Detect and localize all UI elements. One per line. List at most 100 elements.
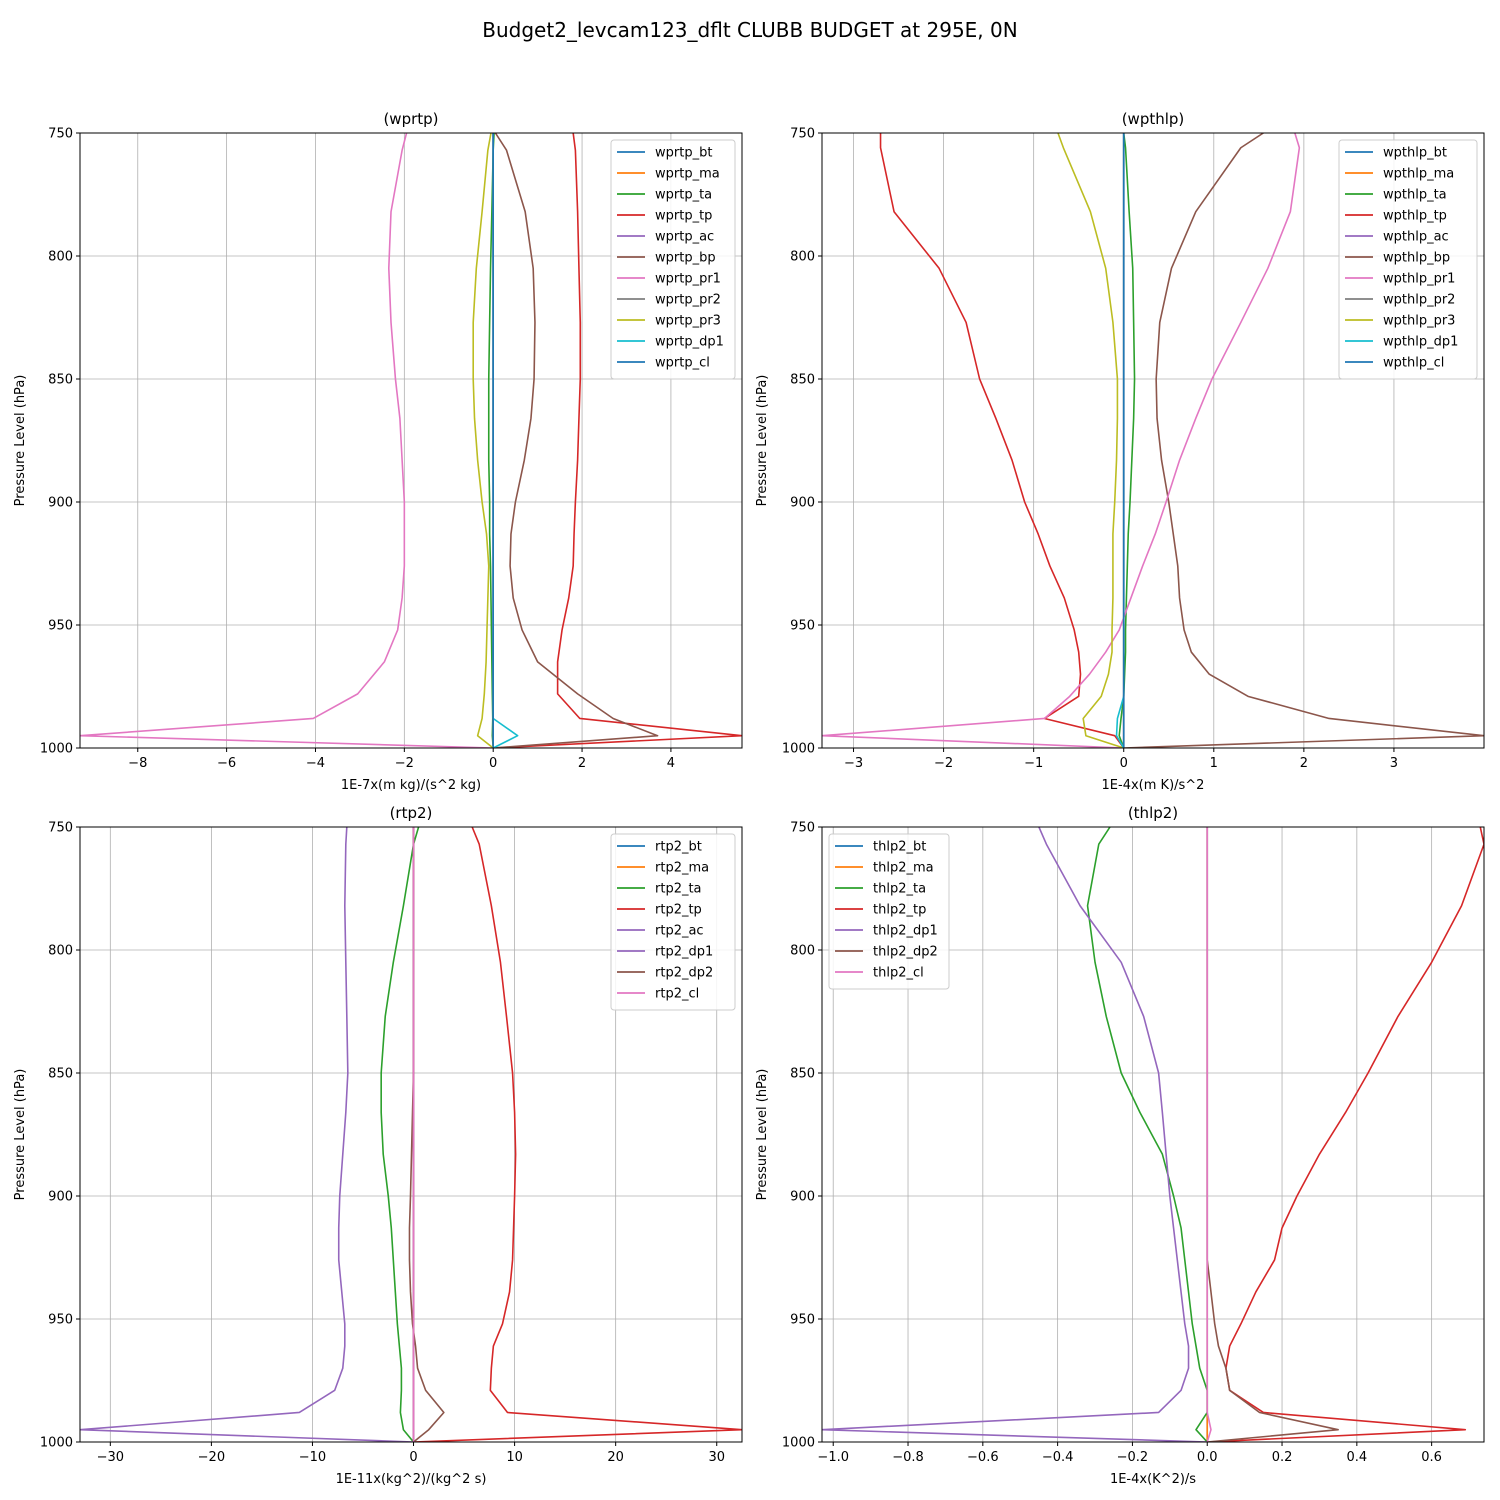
y-tick-label: 750 bbox=[48, 127, 73, 142]
series-lines bbox=[80, 133, 742, 748]
legend-label-thlp2_ta: thlp2_ta bbox=[873, 882, 926, 897]
y-tick-label: 900 bbox=[790, 1190, 815, 1205]
axes-frame bbox=[79, 132, 743, 749]
legend-label-wprtp_pr3: wprtp_pr3 bbox=[655, 314, 721, 329]
x-tick-label: 30 bbox=[708, 1450, 725, 1465]
legend-label-rtp2_bt: rtp2_bt bbox=[655, 840, 702, 855]
x-tick-label: −0.8 bbox=[892, 1450, 924, 1465]
y-axis-label: Pressure Level (hPa) bbox=[755, 1069, 770, 1201]
x-tick-label: −1 bbox=[1024, 756, 1043, 771]
series-line-thlp2_cl bbox=[1206, 827, 1212, 1442]
y-tick-label: 900 bbox=[48, 1190, 73, 1205]
x-tick-label: −30 bbox=[97, 1450, 124, 1465]
axes-title: (wprtp) bbox=[383, 110, 438, 128]
series-line-wpthlp_pr3 bbox=[1057, 133, 1124, 748]
axes-title: (thlp2) bbox=[1128, 804, 1178, 822]
x-tick-label: −3 bbox=[844, 756, 863, 771]
series-lines bbox=[80, 827, 742, 1442]
series-line-wprtp_pr3 bbox=[472, 133, 494, 748]
x-tick-label: 0.6 bbox=[1421, 1450, 1442, 1465]
axes-frame bbox=[821, 132, 1485, 749]
x-tick-label: 1 bbox=[1210, 756, 1218, 771]
y-tick-label: 750 bbox=[48, 821, 73, 836]
x-tick-label: 2 bbox=[578, 756, 586, 771]
legend-label-wpthlp_ma: wpthlp_ma bbox=[1383, 167, 1454, 182]
legend: thlp2_bt thlp2_ma thlp2_ta thlp2_tp thlp2_dp… bbox=[828, 833, 950, 990]
y-tick-label: 950 bbox=[48, 619, 73, 634]
legend-label-thlp2_dp1: thlp2_dp1 bbox=[873, 924, 938, 939]
x-tick-label: 3 bbox=[1390, 756, 1398, 771]
series-line-rtp2_tp bbox=[413, 827, 742, 1442]
legend-label-wpthlp_bp: wpthlp_bp bbox=[1383, 251, 1450, 266]
y-tick-label: 1000 bbox=[782, 742, 815, 757]
y-tick-label: 900 bbox=[790, 496, 815, 511]
series-line-wprtp_pr1 bbox=[80, 133, 494, 748]
x-axis-label: 1E-4x(K^2)/s bbox=[1110, 1472, 1196, 1487]
x-tick-label: −1.0 bbox=[817, 1450, 849, 1465]
series-line-rtp2_ta bbox=[380, 827, 420, 1442]
legend-label-wprtp_pr2: wprtp_pr2 bbox=[655, 293, 721, 308]
legend-label-wpthlp_ta: wpthlp_ta bbox=[1383, 188, 1447, 203]
legend-label-rtp2_dp1: rtp2_dp1 bbox=[655, 945, 713, 960]
x-tick-label: 0.2 bbox=[1272, 1450, 1293, 1465]
legend-label-wpthlp_pr3: wpthlp_pr3 bbox=[1383, 314, 1455, 329]
legend-label-wprtp_pr1: wprtp_pr1 bbox=[655, 272, 721, 287]
series-line-wprtp_bp bbox=[493, 133, 659, 748]
figure-title: Budget2_levcam123_dflt CLUBB BUDGET at 2… bbox=[482, 18, 1017, 42]
panels: −8 −6 −4 −2 0 2 47508008509009501000(wprtp)1E-… bbox=[13, 110, 1485, 1487]
legend-label-rtp2_tp: rtp2_tp bbox=[655, 903, 702, 918]
y-tick-label: 800 bbox=[790, 944, 815, 959]
y-tick-label: 800 bbox=[48, 944, 73, 959]
x-tick-label: 0 bbox=[1120, 756, 1128, 771]
axes-title: (wpthlp) bbox=[1122, 110, 1185, 128]
series-line-wpthlp_tp bbox=[879, 133, 1125, 748]
x-axis-label: 1E-7x(m kg)/(s^2 kg) bbox=[341, 778, 481, 793]
axes-frame bbox=[79, 826, 743, 1443]
y-tick-label: 800 bbox=[790, 250, 815, 265]
x-tick-label: 0 bbox=[409, 1450, 417, 1465]
legend-label-wpthlp_dp1: wpthlp_dp1 bbox=[1383, 335, 1458, 350]
x-tick-label: −6 bbox=[217, 756, 236, 771]
y-tick-label: 900 bbox=[48, 496, 73, 511]
y-tick-label: 850 bbox=[48, 1067, 73, 1082]
series-line-wprtp_ta bbox=[487, 133, 495, 748]
legend-label-rtp2_ma: rtp2_ma bbox=[655, 861, 709, 876]
x-tick-label: 20 bbox=[607, 1450, 624, 1465]
legend-label-wpthlp_ac: wpthlp_ac bbox=[1383, 230, 1449, 245]
legend: wpthlp_bt wpthlp_ma wpthlp_ta wpthlp_tpwpth… bbox=[1338, 139, 1478, 380]
legend-label-wprtp_ac: wprtp_ac bbox=[655, 230, 714, 245]
x-axis-label: 1E-4x(m K)/s^2 bbox=[1102, 778, 1205, 793]
legend: rtp2_bt rtp2_ma rtp2_ta rtp2_tp rtp2_ac rtp2_… bbox=[610, 833, 736, 1011]
x-tick-label: 4 bbox=[667, 756, 675, 771]
legend-label-wprtp_bt: wprtp_bt bbox=[655, 146, 712, 161]
x-tick-label: −0.2 bbox=[1117, 1450, 1149, 1465]
legend-label-rtp2_dp2: rtp2_dp2 bbox=[655, 966, 713, 981]
legend: wprtp_bt wprtp_ma wprtp_ta wprtp_tp wprtp_ac… bbox=[610, 139, 736, 380]
y-tick-label: 850 bbox=[790, 373, 815, 388]
legend-label-wprtp_ta: wprtp_ta bbox=[655, 188, 712, 203]
legend-label-wpthlp_pr1: wpthlp_pr1 bbox=[1383, 272, 1455, 287]
x-tick-label: 0 bbox=[489, 756, 497, 771]
legend-label-thlp2_ma: thlp2_ma bbox=[873, 861, 934, 876]
axes-title: (rtp2) bbox=[390, 804, 433, 822]
legend-box bbox=[610, 833, 736, 1011]
y-tick-label: 850 bbox=[790, 1067, 815, 1082]
x-tick-label: −4 bbox=[306, 756, 325, 771]
legend-label-thlp2_cl: thlp2_cl bbox=[873, 966, 924, 981]
legend-label-rtp2_ac: rtp2_ac bbox=[655, 924, 704, 939]
y-tick-label: 950 bbox=[790, 1313, 815, 1328]
axes-frame bbox=[821, 826, 1485, 1443]
x-tick-label: −20 bbox=[198, 1450, 225, 1465]
series-line-wpthlp_pr1 bbox=[822, 133, 1301, 748]
y-tick-label: 1000 bbox=[40, 742, 73, 757]
x-tick-label: −10 bbox=[299, 1450, 326, 1465]
series-line-thlp2_dp1 bbox=[822, 827, 1208, 1442]
legend-label-wpthlp_pr2: wpthlp_pr2 bbox=[1383, 293, 1455, 308]
series-line-wprtp_tp bbox=[493, 133, 742, 748]
y-tick-label: 750 bbox=[790, 127, 815, 142]
legend-label-wprtp_ma: wprtp_ma bbox=[655, 167, 720, 182]
y-axis-label: Pressure Level (hPa) bbox=[13, 1069, 28, 1201]
legend-label-wprtp_bp: wprtp_bp bbox=[655, 251, 716, 266]
